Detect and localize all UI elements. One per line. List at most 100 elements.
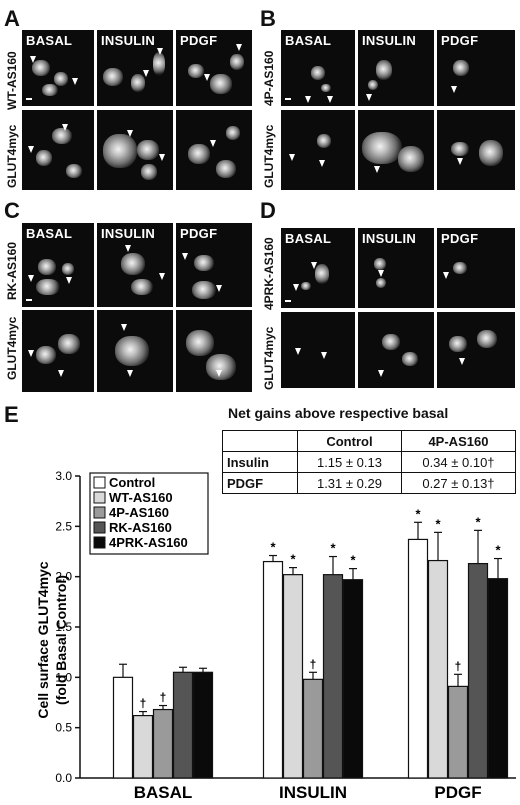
bar xyxy=(487,578,509,779)
y-tick-label: 1.5 xyxy=(55,620,72,634)
micrograph-d-basal-top: BASAL xyxy=(281,228,355,308)
bar xyxy=(132,714,154,779)
legend-label: 4PRK-AS160 xyxy=(109,535,188,550)
table-row-label: PDGF xyxy=(222,472,298,494)
bar xyxy=(282,574,304,779)
condition-label: PDGF xyxy=(441,231,479,246)
significance-mark: † xyxy=(455,659,462,673)
significance-mark: † xyxy=(160,691,167,705)
micrograph-c-basal-top: BASAL xyxy=(22,223,94,307)
bar xyxy=(467,562,489,779)
micrograph-a-pdgf-top: PDGF xyxy=(176,30,252,106)
bar xyxy=(342,579,364,779)
micrograph-b-basal-bottom xyxy=(281,110,355,190)
bar xyxy=(322,574,344,779)
bar xyxy=(172,671,194,779)
table-cell: 1.15 ± 0.13 xyxy=(297,451,402,473)
condition-label: BASAL xyxy=(285,33,332,48)
micrograph-d-pdgf-bottom xyxy=(437,312,515,388)
y-tick-label: 2.5 xyxy=(55,519,72,533)
y-tick-label: 1.0 xyxy=(55,670,72,684)
row-label-a-bottom: GLUT4myc xyxy=(5,124,19,188)
legend-label: 4P-AS160 xyxy=(109,505,169,520)
micrograph-b-insulin-top: INSULIN xyxy=(358,30,434,106)
significance-mark: * xyxy=(270,540,276,555)
panel-letter-e: E xyxy=(4,402,19,427)
y-axis-label-line2: (fold Basal Control) xyxy=(53,575,69,705)
row-label-d-bottom: GLUT4myc xyxy=(262,326,276,390)
significance-mark: † xyxy=(140,697,147,711)
legend-swatch xyxy=(93,476,106,489)
condition-label: BASAL xyxy=(285,231,332,246)
significance-mark: * xyxy=(290,552,296,567)
condition-label: PDGF xyxy=(441,33,479,48)
condition-label: INSULIN xyxy=(101,226,156,241)
legend-label: WT-AS160 xyxy=(109,490,173,505)
bar xyxy=(447,685,469,779)
micrograph-a-insulin-bottom xyxy=(97,110,173,190)
significance-mark: † xyxy=(310,657,317,671)
condition-label: PDGF xyxy=(180,226,218,241)
micrograph-c-insulin-bottom xyxy=(97,310,173,392)
bar xyxy=(302,678,324,779)
micrograph-a-pdgf-bottom xyxy=(176,110,252,190)
legend-label: RK-AS160 xyxy=(109,520,172,535)
micrograph-a-basal-bottom xyxy=(22,110,94,190)
micrograph-d-pdgf-top: PDGF xyxy=(437,228,515,308)
micrograph-c-pdgf-top: PDGF xyxy=(176,223,252,307)
micrograph-b-pdgf-bottom xyxy=(437,110,515,190)
table-row: Insulin 1.15 ± 0.13 0.34 ± 0.10† xyxy=(222,451,517,473)
panel-letter-c: C xyxy=(4,198,20,223)
row-label-b-bottom: GLUT4myc xyxy=(262,124,276,188)
panel-letter-b: B xyxy=(260,6,276,31)
legend-swatch xyxy=(93,536,106,549)
significance-mark: * xyxy=(330,541,336,556)
x-category-label: BASAL xyxy=(134,783,193,802)
bar xyxy=(112,676,134,779)
y-tick-label: 0.5 xyxy=(55,721,72,735)
micrograph-d-insulin-bottom xyxy=(358,312,434,388)
table-header-empty xyxy=(222,430,298,452)
condition-label: PDGF xyxy=(180,33,218,48)
micrograph-c-insulin-top: INSULIN xyxy=(97,223,173,307)
legend-swatch xyxy=(93,491,106,504)
row-label-d-top: 4PRK-AS160 xyxy=(262,237,276,310)
micrograph-b-basal-top: BASAL xyxy=(281,30,355,106)
legend-swatch xyxy=(93,506,106,519)
condition-label: INSULIN xyxy=(362,231,417,246)
bar xyxy=(407,538,429,779)
legend-swatch xyxy=(93,521,106,534)
micrograph-d-insulin-top: INSULIN xyxy=(358,228,434,308)
condition-label: INSULIN xyxy=(362,33,417,48)
significance-mark: * xyxy=(435,516,441,531)
row-label-c-bottom: GLUT4myc xyxy=(5,316,19,380)
y-tick-label: 0.0 xyxy=(55,771,72,785)
table-row-label: Insulin xyxy=(222,451,298,473)
y-tick-label: 3.0 xyxy=(55,469,72,483)
row-label-a-top: WT-AS160 xyxy=(5,51,19,110)
significance-mark: * xyxy=(415,506,421,521)
significance-mark: * xyxy=(495,543,501,558)
significance-mark: * xyxy=(475,514,481,529)
condition-label: BASAL xyxy=(26,33,73,48)
legend-box xyxy=(89,472,209,555)
bar xyxy=(262,560,284,779)
net-gains-table: Control 4P-AS160 Insulin 1.15 ± 0.13 0.3… xyxy=(222,430,517,494)
condition-label: BASAL xyxy=(26,226,73,241)
row-label-c-top: RK-AS160 xyxy=(5,241,19,300)
micrograph-d-basal-bottom xyxy=(281,312,355,388)
micrograph-a-insulin-top: INSULIN xyxy=(97,30,173,106)
panel-letter-a: A xyxy=(4,6,20,31)
micrograph-c-pdgf-bottom xyxy=(176,310,252,392)
x-category-label: PDGF xyxy=(434,783,481,802)
row-label-b-top: 4P-AS160 xyxy=(262,50,276,106)
condition-label: INSULIN xyxy=(101,33,156,48)
table-header-control: Control xyxy=(297,430,402,452)
y-axis-label-line1: Cell surface GLUT4myc xyxy=(35,561,51,718)
micrograph-c-basal-bottom xyxy=(22,310,94,392)
table-cell: 1.31 ± 0.29 xyxy=(297,472,402,494)
y-tick-label: 2.0 xyxy=(55,570,72,584)
panel-letter-d: D xyxy=(260,198,276,223)
micrograph-b-pdgf-top: PDGF xyxy=(437,30,515,106)
table-header-4p: 4P-AS160 xyxy=(400,430,517,452)
